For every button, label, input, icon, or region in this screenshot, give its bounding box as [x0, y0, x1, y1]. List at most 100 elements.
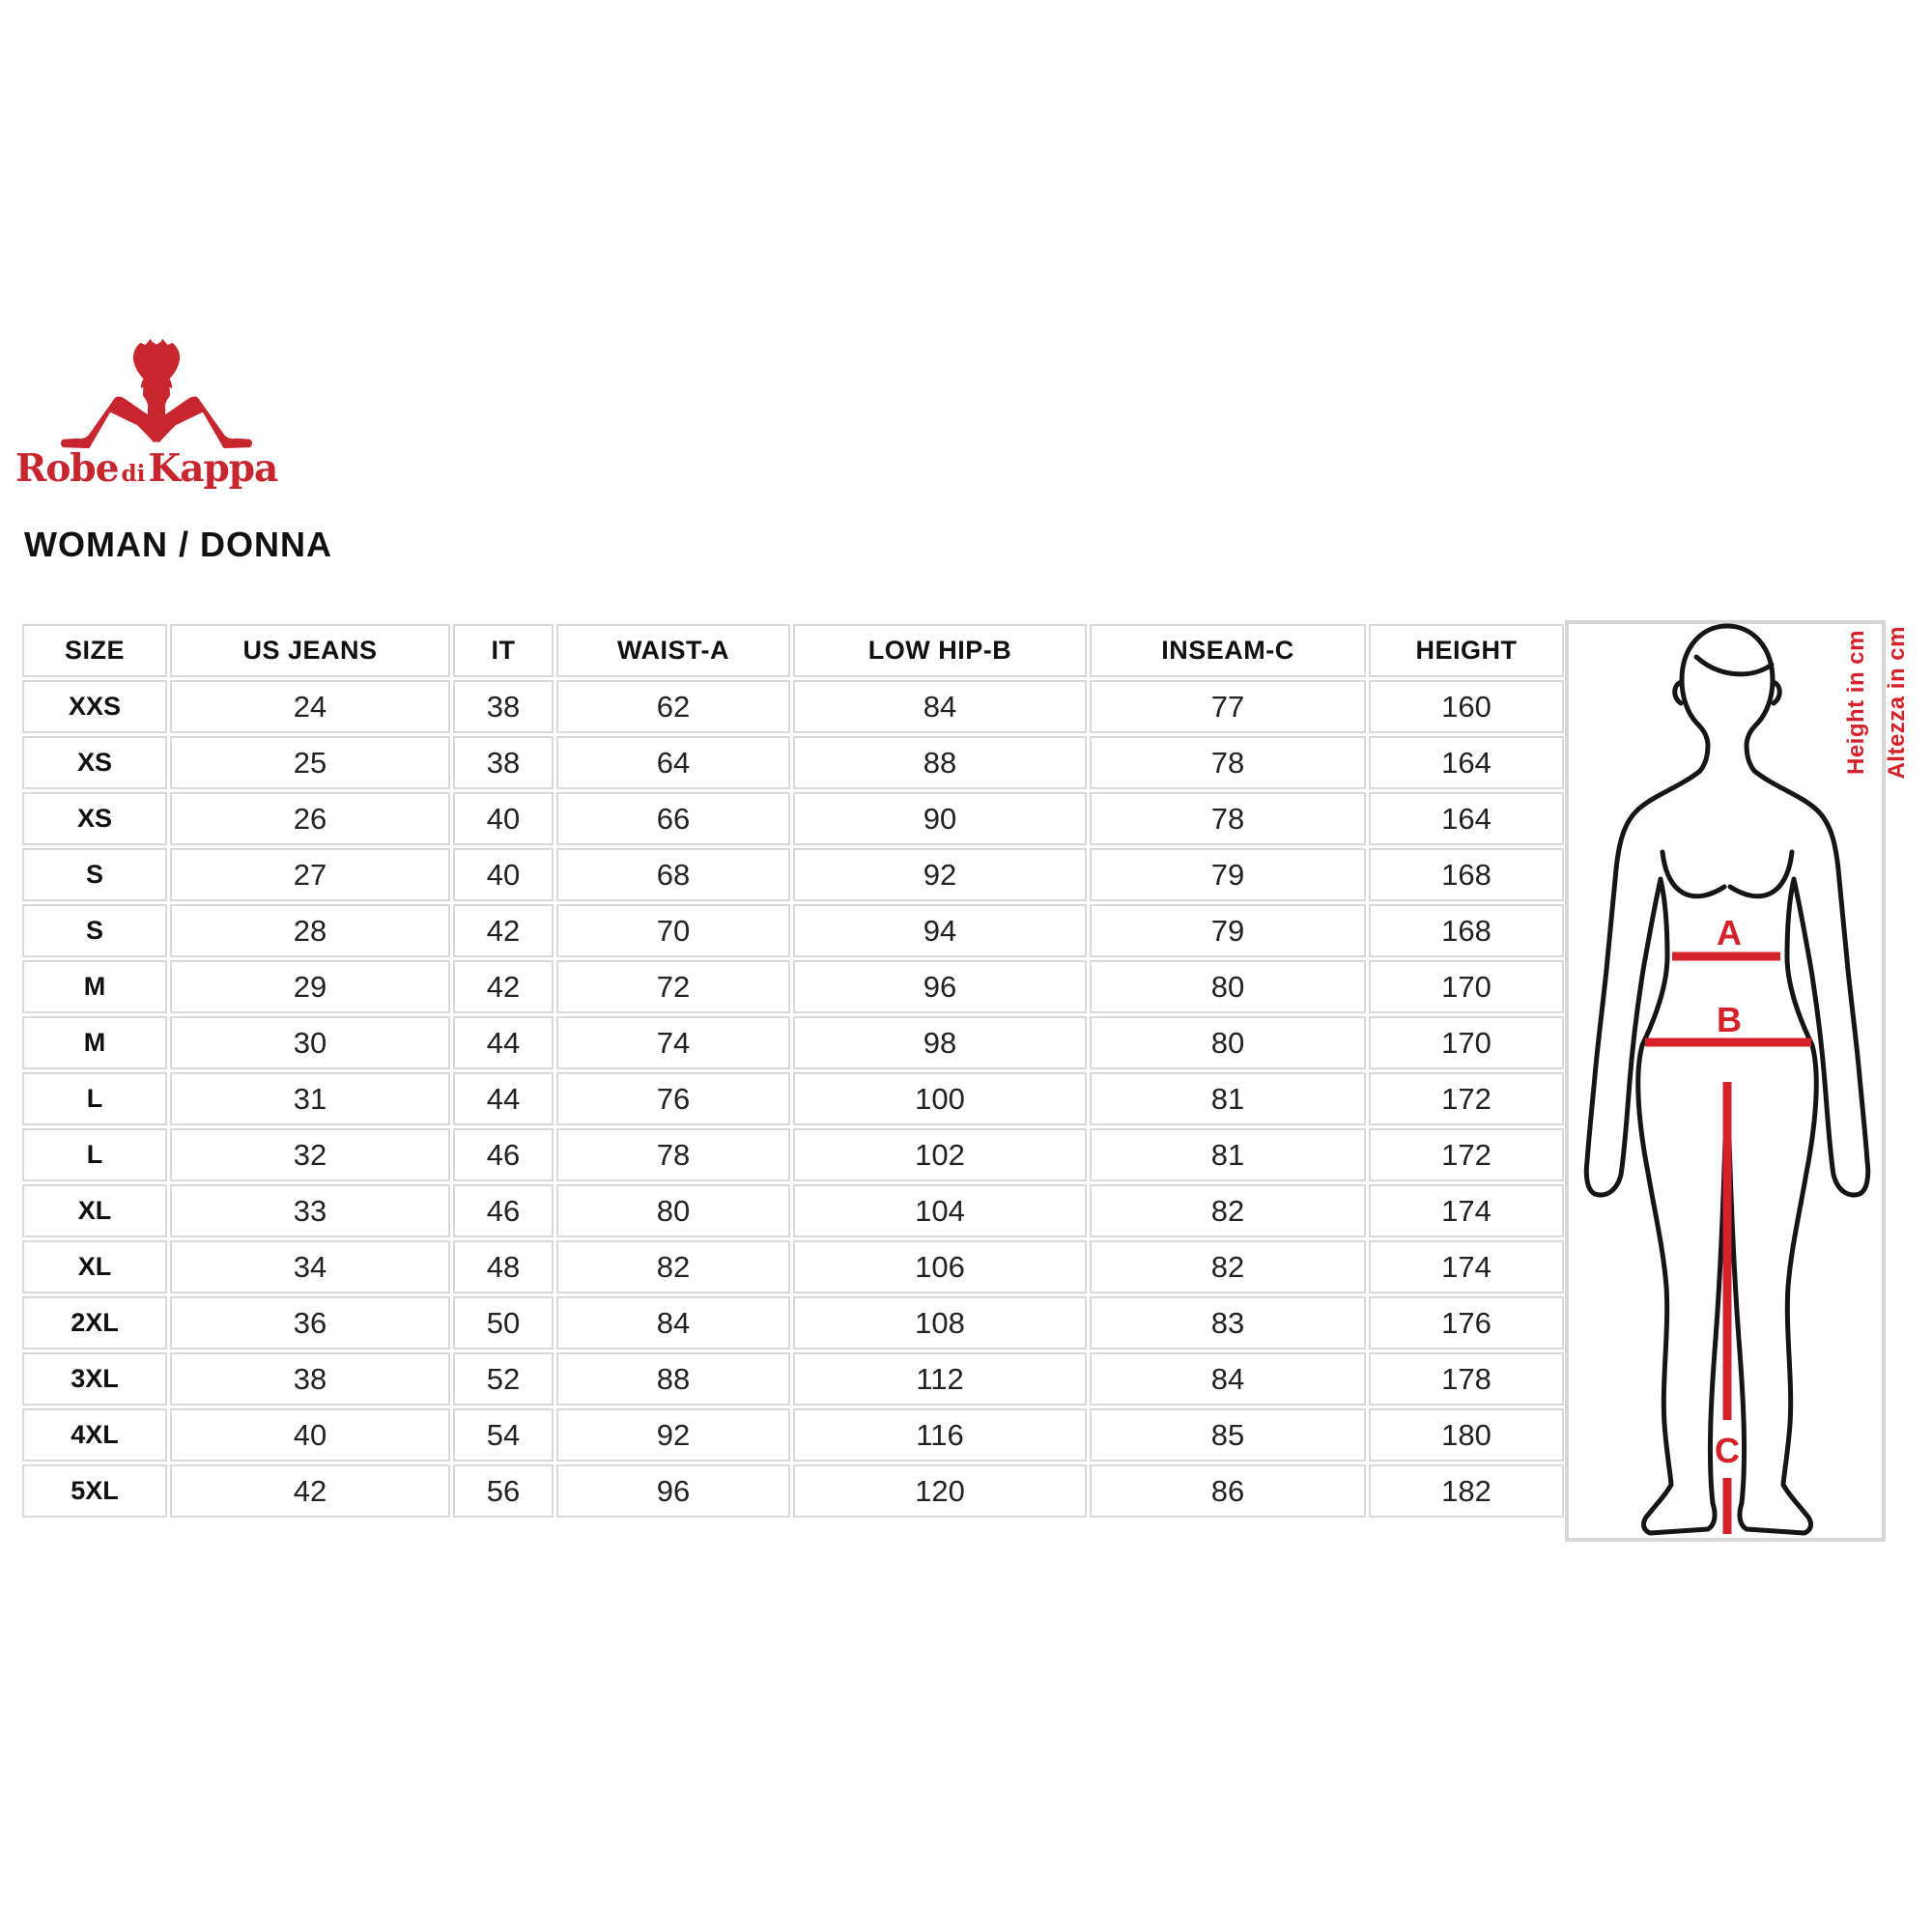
value-cell: 164	[1369, 736, 1564, 789]
value-cell: 92	[793, 848, 1087, 901]
label-b: B	[1717, 1000, 1742, 1039]
size-cell: 2XL	[22, 1296, 167, 1350]
value-cell: 34	[170, 1240, 450, 1293]
value-cell: 66	[556, 792, 790, 845]
value-cell: 88	[556, 1352, 790, 1406]
size-cell: S	[22, 904, 167, 957]
table-row: 3XL 38 52 88 112 84 178	[22, 1352, 1564, 1406]
value-cell: 76	[556, 1072, 790, 1125]
value-cell: 170	[1369, 1016, 1564, 1069]
value-cell: 86	[1090, 1464, 1366, 1518]
value-cell: 104	[793, 1184, 1087, 1237]
size-cell: 5XL	[22, 1464, 167, 1518]
value-cell: 44	[453, 1072, 554, 1125]
value-cell: 81	[1090, 1072, 1366, 1125]
size-cell: M	[22, 960, 167, 1013]
value-cell: 40	[170, 1408, 450, 1462]
figure-border-box	[1565, 620, 1886, 1542]
table-row: 2XL 36 50 84 108 83 176	[22, 1296, 1564, 1350]
value-cell: 82	[1090, 1184, 1366, 1237]
value-cell: 27	[170, 848, 450, 901]
hair-swoosh	[1693, 654, 1775, 677]
woman-outline-figure: A B C	[1565, 620, 1886, 1542]
left-ear	[1672, 679, 1685, 706]
value-cell: 28	[170, 904, 450, 957]
value-cell: 33	[170, 1184, 450, 1237]
value-cell: 178	[1369, 1352, 1564, 1406]
value-cell: 38	[453, 736, 554, 789]
value-cell: 38	[170, 1352, 450, 1406]
value-cell: 96	[556, 1464, 790, 1518]
value-cell: 90	[793, 792, 1087, 845]
value-cell: 94	[793, 904, 1087, 957]
value-cell: 96	[793, 960, 1087, 1013]
value-cell: 42	[453, 904, 554, 957]
label-a: A	[1717, 913, 1742, 952]
value-cell: 48	[453, 1240, 554, 1293]
value-cell: 120	[793, 1464, 1087, 1518]
value-cell: 82	[1090, 1240, 1366, 1293]
height-in-cm-label: Height in cm	[1843, 630, 1869, 776]
value-cell: 106	[793, 1240, 1087, 1293]
value-cell: 56	[453, 1464, 554, 1518]
value-cell: 78	[556, 1128, 790, 1181]
size-cell: 4XL	[22, 1408, 167, 1462]
left-breast-curve	[1660, 849, 1727, 899]
value-cell: 80	[556, 1184, 790, 1237]
value-cell: 64	[556, 736, 790, 789]
value-cell: 100	[793, 1072, 1087, 1125]
right-breast-curve	[1727, 849, 1795, 899]
value-cell: 74	[556, 1016, 790, 1069]
table-row: XS 26 40 66 90 78 164	[22, 792, 1564, 845]
kappa-logo-icon	[60, 338, 253, 449]
value-cell: 30	[170, 1016, 450, 1069]
altezza-in-cm-label: Altezza in cm	[1884, 626, 1910, 780]
value-cell: 38	[453, 680, 554, 733]
value-cell: 77	[1090, 680, 1366, 733]
value-cell: 168	[1369, 848, 1564, 901]
wordmark-robe: Robe	[15, 446, 120, 491]
wordmark-di: di	[121, 461, 146, 487]
value-cell: 88	[793, 736, 1087, 789]
value-cell: 83	[1090, 1296, 1366, 1350]
wordmark-kappa: Kappa	[148, 446, 278, 491]
value-cell: 84	[1090, 1352, 1366, 1406]
value-cell: 81	[1090, 1128, 1366, 1181]
table-row: XL 33 46 80 104 82 174	[22, 1184, 1564, 1237]
table-row: L 31 44 76 100 81 172	[22, 1072, 1564, 1125]
value-cell: 102	[793, 1128, 1087, 1181]
column-header-inseam-c: INSEAM-C	[1090, 624, 1366, 677]
value-cell: 172	[1369, 1128, 1564, 1181]
value-cell: 24	[170, 680, 450, 733]
column-header-waist-a: WAIST-A	[556, 624, 790, 677]
value-cell: 72	[556, 960, 790, 1013]
value-cell: 112	[793, 1352, 1087, 1406]
value-cell: 70	[556, 904, 790, 957]
value-cell: 36	[170, 1296, 450, 1350]
page-title: WOMAN / DONNA	[24, 525, 332, 564]
value-cell: 164	[1369, 792, 1564, 845]
value-cell: 32	[170, 1128, 450, 1181]
size-cell: XS	[22, 792, 167, 845]
size-cell: XXS	[22, 680, 167, 733]
size-cell: L	[22, 1128, 167, 1181]
table-row: M 30 44 74 98 80 170	[22, 1016, 1564, 1069]
value-cell: 168	[1369, 904, 1564, 957]
value-cell: 42	[453, 960, 554, 1013]
value-cell: 26	[170, 792, 450, 845]
seated-figure-right	[147, 338, 253, 449]
size-cell: XL	[22, 1240, 167, 1293]
value-cell: 84	[793, 680, 1087, 733]
value-cell: 54	[453, 1408, 554, 1462]
value-cell: 116	[793, 1408, 1087, 1462]
column-header-it: IT	[453, 624, 554, 677]
value-cell: 40	[453, 848, 554, 901]
value-cell: 42	[170, 1464, 450, 1518]
right-ear	[1770, 679, 1782, 706]
table-row: XXS 24 38 62 84 77 160	[22, 680, 1564, 733]
value-cell: 176	[1369, 1296, 1564, 1350]
value-cell: 80	[1090, 960, 1366, 1013]
value-cell: 68	[556, 848, 790, 901]
column-header-size: SIZE	[22, 624, 167, 677]
value-cell: 29	[170, 960, 450, 1013]
